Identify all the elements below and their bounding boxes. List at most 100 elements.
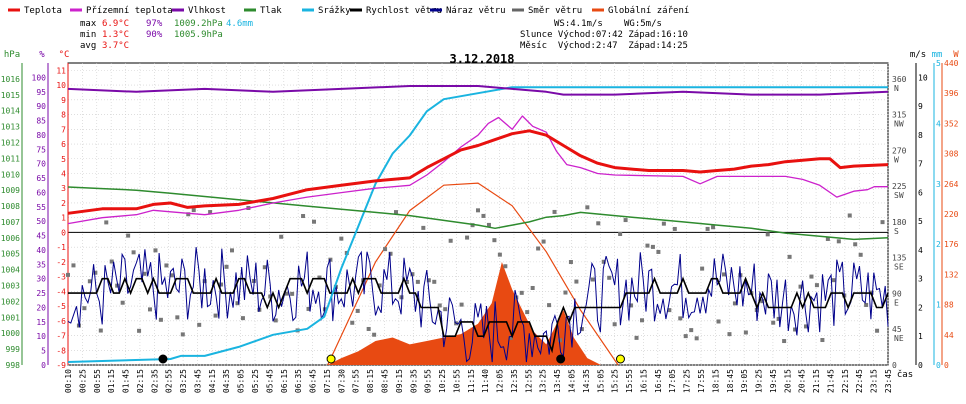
x-tick-label: 00:25 bbox=[78, 369, 87, 393]
y-tick-label: 95 bbox=[36, 88, 46, 97]
wind-dir-point bbox=[585, 205, 590, 210]
y-tick-label: 4 bbox=[936, 119, 941, 128]
y-tick-label: 80 bbox=[36, 131, 46, 140]
y-tick-label: 90 bbox=[36, 102, 46, 111]
y-tick-label: 308 bbox=[944, 150, 959, 159]
wind-dir-point bbox=[689, 328, 694, 333]
y-tick-label: 8 bbox=[918, 131, 923, 140]
x-tick-label: 01:45 bbox=[122, 369, 131, 393]
x-tick-label: 22:45 bbox=[855, 369, 864, 393]
y-tick-label: 5 bbox=[936, 59, 941, 68]
wind-dir-point bbox=[273, 318, 278, 323]
x-tick-label: 02:15 bbox=[136, 369, 145, 393]
wind-dir-point bbox=[290, 291, 295, 296]
y-tick-label: 88 bbox=[944, 301, 954, 310]
x-tick-label: 08:45 bbox=[380, 369, 389, 393]
x-tick-label: 06:45 bbox=[309, 369, 318, 393]
x-tick-label: 05:25 bbox=[251, 369, 260, 393]
wind-dir-point bbox=[629, 303, 634, 308]
y-tick-label: 1006 bbox=[1, 234, 20, 243]
unit-degc: °C bbox=[59, 50, 70, 60]
y-tick-label: 0 bbox=[61, 228, 66, 237]
wind-dir-point bbox=[486, 222, 491, 227]
wind-dir-point bbox=[831, 278, 836, 283]
y-tick-label: -4 bbox=[56, 287, 66, 296]
wind-dir-point bbox=[158, 317, 163, 322]
wind-dir-point bbox=[470, 223, 475, 228]
wind-dir-point bbox=[98, 328, 103, 333]
wind-dir-compass: N bbox=[894, 84, 899, 93]
y-tick-label: -8 bbox=[56, 346, 66, 355]
wind-dir-point bbox=[722, 272, 726, 277]
y-tick-label: 1001 bbox=[1, 313, 20, 322]
x-axis-ticks: 00:10 00:25 00:55 01:15 01:45 02:15 02:35 02:55… bbox=[64, 369, 893, 393]
wind-dir-point bbox=[306, 306, 311, 311]
y-tick-label: 1013 bbox=[1, 123, 20, 132]
x-tick-label: 17:55 bbox=[697, 369, 706, 393]
wind-dir-point bbox=[497, 252, 502, 257]
wind-dir-point bbox=[547, 303, 552, 308]
wind-dir-point bbox=[820, 338, 825, 343]
wind-dir-point bbox=[443, 307, 448, 312]
wind-dir-tick: 270 bbox=[892, 146, 907, 155]
x-tick-label: 12:35 bbox=[510, 369, 519, 393]
wind-dir-point bbox=[782, 339, 787, 344]
wind-dir-point bbox=[519, 290, 524, 295]
wind-dir-point bbox=[355, 308, 360, 313]
wind-dir-point bbox=[191, 208, 196, 213]
y-tick-label: 1 bbox=[936, 301, 941, 310]
wind-dir-point bbox=[115, 283, 120, 288]
y-tick-label: 3 bbox=[936, 180, 941, 189]
x-tick-label: 10:55 bbox=[452, 369, 461, 393]
legend-item: Globální záření bbox=[608, 6, 689, 16]
y-tick-label: 999 bbox=[6, 345, 21, 354]
wind-dir-point bbox=[415, 279, 420, 284]
y-tick-label: 60 bbox=[36, 188, 46, 197]
wind-dir-tick: 0 bbox=[892, 361, 897, 370]
wind-dir-point bbox=[372, 332, 377, 337]
wind-dir-point bbox=[421, 225, 426, 230]
wind-dir-point bbox=[164, 263, 169, 268]
sun-times: Slunce Východ:07:42 Západ:16:10 bbox=[520, 30, 688, 40]
stats-max-rain: 4.6mm bbox=[226, 19, 253, 29]
wind-dir-point bbox=[700, 266, 705, 271]
wind-dir-point bbox=[301, 214, 306, 219]
y-tick-label: -5 bbox=[56, 302, 66, 311]
y-tick-label: 3 bbox=[918, 275, 923, 284]
wind-dir-point bbox=[224, 264, 229, 269]
y-tick-label: 35 bbox=[36, 260, 46, 269]
series-radiation-theoretical bbox=[327, 182, 619, 366]
wind-dir-point bbox=[426, 278, 431, 283]
y-tick-label: 1008 bbox=[1, 202, 20, 211]
legend-item: Náraz větru bbox=[446, 6, 506, 16]
y-tick-label: 1 bbox=[918, 332, 923, 341]
wind-dir-point bbox=[399, 295, 404, 300]
wind-dir-point bbox=[465, 235, 470, 240]
y-tick-label: 4 bbox=[61, 169, 66, 178]
wind-dir-point bbox=[672, 226, 677, 231]
y-tick-label: 1004 bbox=[1, 266, 20, 275]
y-tick-label: 10 bbox=[36, 332, 46, 341]
wind-dir-point bbox=[508, 335, 513, 340]
x-tick-label: 07:15 bbox=[323, 369, 332, 393]
y-tick-label: 75 bbox=[36, 145, 46, 154]
wind-dir-point bbox=[437, 303, 442, 308]
wind-dir-point bbox=[579, 327, 584, 332]
wind-dir-point bbox=[836, 239, 841, 244]
wind-dir-point bbox=[240, 316, 245, 321]
stats-max-label: max bbox=[80, 19, 97, 29]
wind-dir-point bbox=[601, 259, 606, 264]
series-temperature bbox=[67, 129, 889, 215]
x-tick-label: 07:30 bbox=[337, 369, 346, 393]
y-tick-label: 20 bbox=[36, 303, 46, 312]
y-tick-label: 1011 bbox=[1, 154, 20, 163]
x-tick-label: 19:05 bbox=[740, 369, 749, 393]
wind-dir-point bbox=[809, 274, 814, 279]
x-tick-label: 19:45 bbox=[769, 369, 778, 393]
y-tick-label: 2 bbox=[936, 240, 941, 249]
y-tick-label: 264 bbox=[944, 180, 959, 189]
x-tick-label: 03:45 bbox=[193, 369, 202, 393]
y-tick-label: 9 bbox=[918, 102, 923, 111]
wind-dir-point bbox=[197, 322, 202, 327]
x-tick-label: 20:45 bbox=[798, 369, 807, 393]
